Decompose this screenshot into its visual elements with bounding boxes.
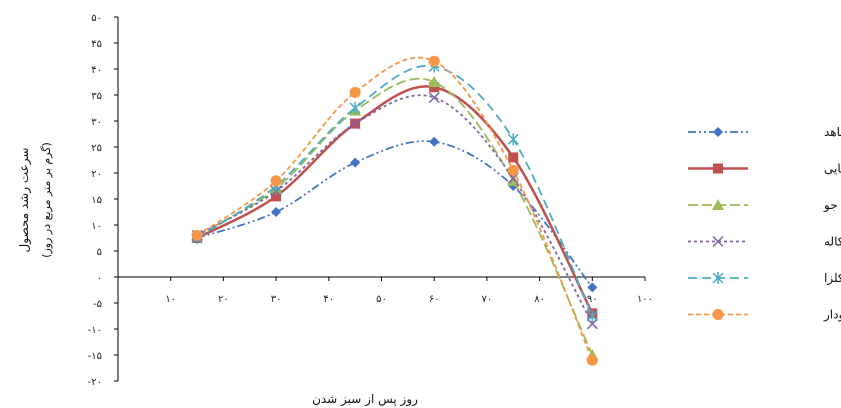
x-tick-label: ۵۰ [376,294,387,305]
series-line [196,64,594,317]
y-tick-label: ۳۰ [91,117,102,128]
y-tick-label: -۱۵ [88,351,102,362]
data-point [191,229,203,241]
legend-label: تریتیکاله [824,235,841,250]
y-tick-label: ۴۵ [91,39,102,50]
data-point [428,76,441,87]
y-tick-label: ۱۰ [91,221,102,232]
legend-marker [712,272,724,284]
legend-label: چاودار [823,308,841,323]
legend: شاهد کنترل شیمیایی جو تریتیکاله کلزا چاودار [688,125,841,323]
data-point [586,354,598,366]
data-point [271,207,282,217]
y-tick-label: -۲۰ [88,377,102,388]
y-tick-label: ۴۰ [91,65,102,76]
x-tick-labels: ۰ ۱۰ ۲۰ ۳۰ ۴۰ ۵۰ ۶۰ ۷۰ ۸۰ ۹۰ ۱۰۰ [115,277,653,305]
y-axis-title-group: سرعت رشد محصول (گرم بر متر مربع در روز) [17,142,53,258]
legend-marker [713,163,723,174]
legend-item: شاهد [688,125,841,139]
y-tick-label: ۵ [97,247,102,258]
y-tick-label: ۲۰ [91,169,102,180]
data-point [507,174,520,186]
data-point [586,310,598,322]
x-tick-label: ۱۰۰ [637,294,653,305]
x-tick-label: ۴۰ [323,294,334,305]
y-tick-label: ۰ [97,273,102,284]
series-3 [191,76,599,360]
legend-label: جو [823,198,838,213]
data-point [507,164,519,176]
legend-item: کنترل شیمیایی [688,162,841,177]
data-point [349,118,361,130]
series-line [196,77,594,356]
y-axis-title: سرعت رشد محصول [17,148,32,253]
x-tick-label: ۱۰ [165,294,176,305]
data-point [428,92,440,104]
legend-item: کلزا [688,271,841,286]
x-tick-label: ۹۰ [587,294,598,305]
legend-marker [712,199,724,210]
data-point [586,318,598,330]
data-point [429,136,440,147]
data-point [429,82,440,93]
data-point [270,175,282,187]
legend-marker [712,309,724,320]
x-axis-title: روز پس از سبز شدن [312,392,418,407]
data-point [349,86,361,98]
x-tick-label: ۳۰ [271,294,282,305]
legend-marker [712,235,724,248]
data-point [587,282,598,293]
data-point [508,152,519,163]
data-point [350,157,361,168]
legend-label: کنترل شیمیایی [824,162,841,177]
x-tick-label: ۶۰ [429,294,440,305]
y-tick-label: -۵ [93,299,102,310]
legend-marker [713,127,723,137]
data-point [507,172,519,184]
x-tick-label: ۷۰ [482,294,493,305]
y-tick-label: -۱۰ [88,325,102,336]
series-line [196,140,594,288]
x-tick-label: ۲۰ [218,294,229,305]
legend-label: شاهد [824,125,841,139]
y-tick-label: ۳۵ [91,91,102,102]
y-tick-label: ۵۰ [91,13,102,24]
data-point [349,102,361,114]
legend-label: کلزا [824,271,841,286]
series-5 [191,60,598,322]
x-tick-label: ۸۰ [534,294,545,305]
y-axis-subtitle: (گرم بر متر مربع در روز) [40,142,53,258]
series-line [196,94,594,325]
data-point [271,191,282,202]
series-6 [191,55,598,366]
y-tick-label: ۲۵ [91,143,102,154]
legend-item: تریتیکاله [688,235,841,250]
y-tick-label: ۱۵ [91,195,102,206]
legend-item: چاودار [688,308,841,323]
data-point [507,133,519,146]
x-tick-label: ۰ [115,294,120,305]
legend-item: جو [688,198,838,213]
data-point [428,55,440,67]
y-tick-labels: -۲۰ -۱۵ -۱۰ -۵ ۰ ۵ ۱۰ ۱۵ ۲۰ ۲۵ ۳۰ ۳۵ ۴۰ ۴۵ ۵۰ [88,13,118,388]
series-layer [191,55,599,366]
